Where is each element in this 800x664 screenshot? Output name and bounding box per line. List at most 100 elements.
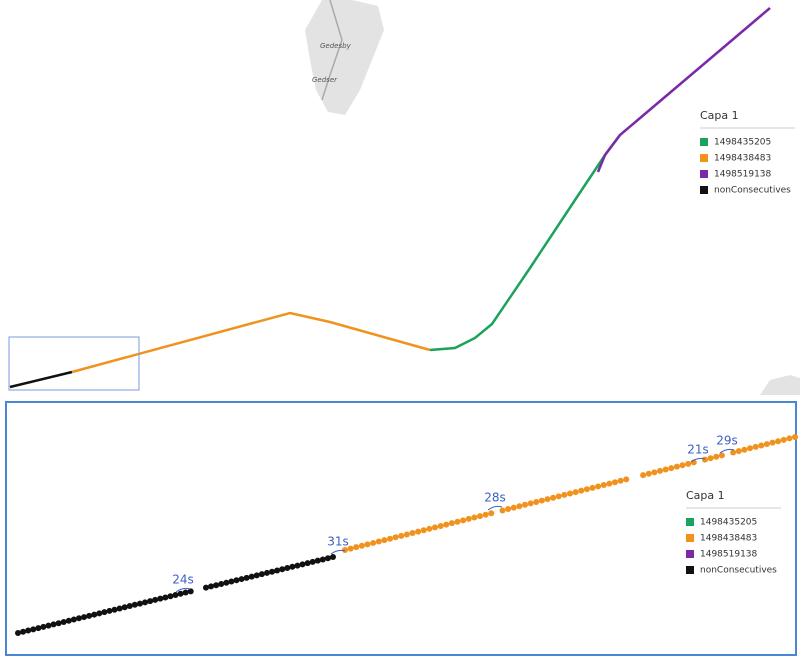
legend-title: Capa 1 [686,489,725,502]
track-point [330,554,336,560]
track-point [668,465,675,472]
track-point [583,486,590,493]
track-point [75,615,82,622]
track-point [65,617,72,624]
track-point [60,618,67,625]
track-point [269,568,276,575]
legend-label: 1498435205 [700,518,757,528]
track-point [167,593,174,600]
track-green [429,134,621,352]
track-point [713,453,720,460]
zoomed-track [15,434,798,636]
track-point [437,522,444,529]
track-point [415,528,422,535]
track-point [482,511,489,518]
land [760,375,800,395]
track-point [741,446,748,453]
track-point [274,567,281,574]
track-point [488,510,495,517]
track-point [35,625,42,632]
track-point [258,571,265,578]
track-point [20,628,27,635]
track-point [45,622,52,629]
track-point [96,610,103,617]
track-point [617,477,624,484]
track-point [420,527,427,534]
track-point [55,620,62,627]
track-point [248,573,255,580]
track-point [572,489,579,496]
legends: Capa 1 1498435205 1498438483 1498519138 nonC… [686,109,795,576]
track-point [182,589,189,596]
legend-swatch [700,170,708,178]
track-point [640,472,647,479]
track-point [403,531,410,538]
track-point [426,525,433,532]
track-point [172,592,179,598]
track-point [516,503,523,510]
track-point [152,596,159,603]
track-point [763,441,770,448]
track-orange [71,311,431,374]
track-point [116,605,123,612]
track-point [460,517,467,524]
track-point [370,539,377,546]
track-point [567,490,573,497]
track-point [657,467,663,474]
legend-swatch [686,550,694,558]
track-point [187,588,194,595]
legend-swatch [686,566,694,574]
track-point [792,434,798,440]
track-point [177,590,184,597]
track-point [375,538,382,545]
track-point [645,470,652,477]
track-point [786,435,793,442]
legend-swatch [700,186,708,194]
track-point [324,555,331,562]
track-point [702,456,708,463]
track-point [387,535,393,542]
track-point [40,623,47,630]
gap-bracket [487,505,503,511]
track-point [623,476,630,483]
track-point [409,530,416,537]
track-point [443,521,450,528]
road [321,0,343,101]
track-point [735,448,742,455]
track-point [600,482,607,489]
gap-label: 29s [716,434,738,448]
legend-label: 1498519138 [700,550,758,560]
track-point [101,609,108,616]
track-point [752,443,759,450]
track-point [758,442,765,449]
track-point [142,599,149,606]
track-point [505,506,512,513]
track-point [25,627,32,634]
track-point [263,569,270,576]
track-point [162,594,169,601]
zoom-panel [5,401,797,656]
track-point [471,514,478,521]
track-point [499,507,506,514]
legend-swatch [686,534,694,542]
track-point [50,621,57,628]
track-black [9,370,73,389]
track-point [314,557,321,564]
track-point [299,561,306,568]
zoom-box [8,336,140,391]
track-point [353,544,360,551]
legend-swatch [700,138,708,146]
track-point [780,436,787,443]
track-point [136,600,143,607]
place-label: Gedser [312,76,338,84]
track-point [253,572,260,579]
track-point [550,494,557,501]
track-purple [596,7,771,173]
track-point [218,580,225,587]
track-point [679,462,686,469]
track-point [213,582,220,589]
legend-label: nonConsecutives [714,186,791,196]
gap-bracket [330,549,346,555]
track-point [238,576,245,583]
track-point [131,601,138,608]
